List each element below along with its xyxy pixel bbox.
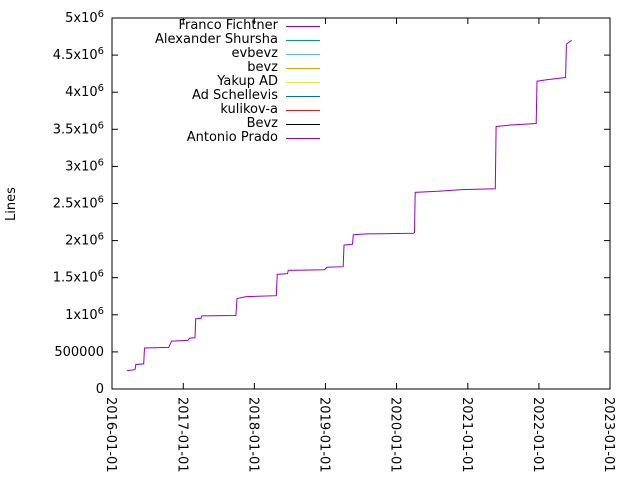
legend-label: Yakup AD [217, 74, 278, 89]
legend-item: Alexander Shursha [120, 33, 320, 47]
legend-line-swatch [286, 67, 320, 69]
legend-line-swatch [286, 137, 320, 139]
legend-item: Ad Schellevis [120, 89, 320, 103]
legend-label: bevz [247, 60, 278, 75]
legend-line-swatch [286, 95, 320, 97]
series-line-franco-fichtner [126, 39, 572, 372]
legend-label: kulikov-a [220, 102, 278, 117]
legend-item: evbevz [120, 47, 320, 61]
x-tick-label: 2023-01-01 [601, 397, 616, 473]
legend-line-swatch [286, 25, 320, 27]
x-tick-label: 2021-01-01 [459, 397, 474, 473]
x-tick-label: 2020-01-01 [388, 397, 403, 473]
x-tick-label: 2022-01-01 [530, 397, 545, 473]
legend-item: Franco Fichtner [120, 19, 320, 33]
y-tick-label: 5x106 [65, 9, 104, 26]
y-tick-label: 2.5x106 [53, 195, 104, 212]
y-tick-label: 4.5x106 [53, 46, 104, 63]
legend-line-swatch [286, 81, 320, 83]
legend-line-swatch [286, 123, 320, 125]
y-tick-label: 500000 [54, 345, 104, 360]
legend-item: bevz [120, 61, 320, 75]
legend-line-swatch [286, 109, 320, 111]
y-tick-label: 1.5x106 [53, 269, 104, 286]
legend-item: kulikov-a [120, 103, 320, 117]
legend-label: evbevz [231, 46, 278, 61]
x-tick-label: 2016-01-01 [103, 397, 118, 473]
y-tick-label: 3.5x106 [53, 120, 104, 137]
legend-label: Ad Schellevis [192, 88, 278, 103]
legend-line-swatch [286, 53, 320, 55]
legend-line-swatch [286, 39, 320, 41]
legend-label: Franco Fichtner [178, 18, 278, 33]
legend-label: Alexander Shursha [155, 32, 278, 47]
y-tick-label: 2x106 [65, 232, 104, 249]
y-axis-title: Lines [4, 187, 19, 221]
y-tick-label: 3x106 [65, 157, 104, 174]
y-tick-label: 4x106 [65, 83, 104, 100]
y-tick-label: 0 [96, 382, 104, 397]
legend-item: Antonio Prado [120, 131, 320, 145]
legend-item: Yakup AD [120, 75, 320, 89]
x-tick-label: 2019-01-01 [316, 397, 331, 473]
y-tick-label: 1x106 [65, 306, 104, 323]
legend-label: Antonio Prado [186, 130, 278, 145]
legend: Franco Fichtner Alexander Shursha evbevz be… [120, 19, 320, 145]
x-tick-label: 2018-01-01 [245, 397, 260, 473]
legend-item: Bevz [120, 117, 320, 131]
legend-label: Bevz [246, 116, 278, 131]
x-tick-label: 2017-01-01 [174, 397, 189, 473]
